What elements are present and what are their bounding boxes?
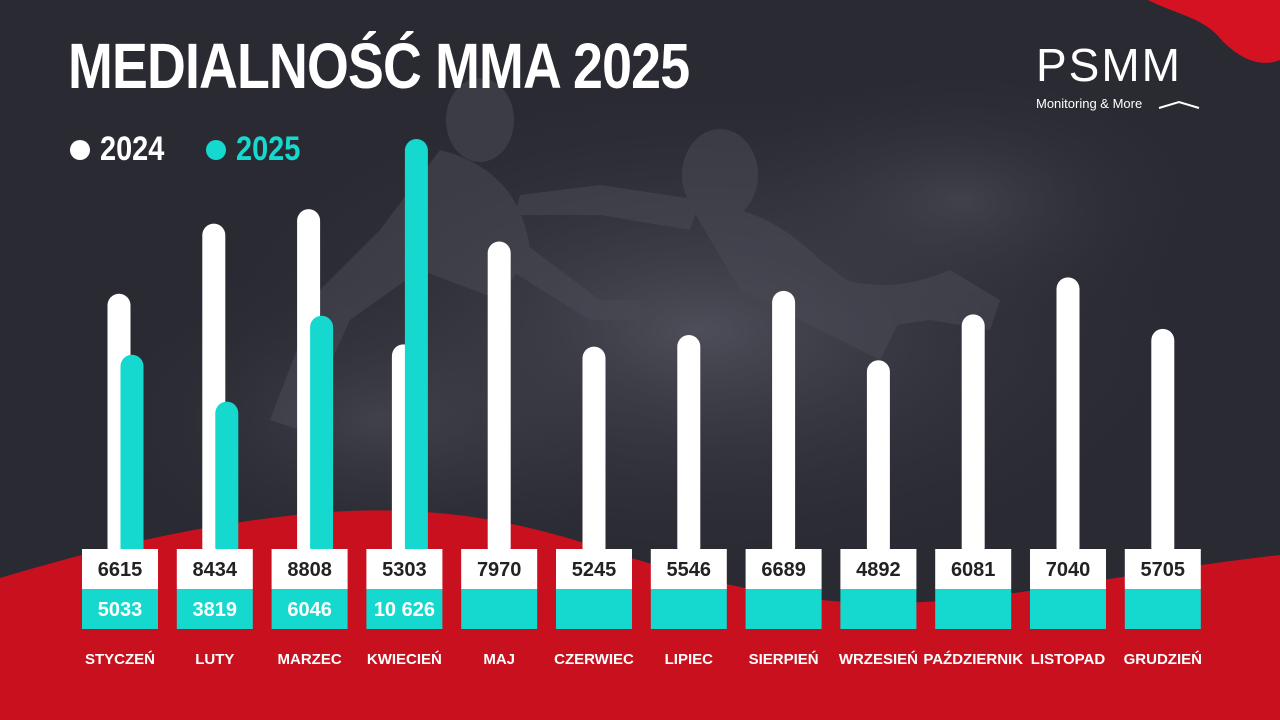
value-box-2025 <box>935 589 1012 629</box>
data-label-2024: 6689 <box>761 559 806 581</box>
legend-item-2024: 2024 <box>70 130 176 169</box>
data-label-2024: 8808 <box>287 559 332 581</box>
value-box-2024 <box>935 549 1012 589</box>
logo-wordmark: PSMM <box>1036 39 1182 91</box>
data-label-2025: 10 626 <box>374 599 435 621</box>
value-box-2024 <box>176 549 253 589</box>
bar-2025 <box>215 401 239 559</box>
bar-2025 <box>404 139 428 559</box>
bar-2025 <box>310 315 334 559</box>
bar-2024 <box>772 290 796 559</box>
logo-roof-icon <box>1158 100 1200 109</box>
x-tick-label: PAŹDZIERNIK <box>923 651 1023 668</box>
x-tick-label: LISTOPAD <box>1031 651 1106 668</box>
data-label-2024: 6615 <box>98 559 143 581</box>
legend-marker-2024 <box>70 139 90 160</box>
legend-marker-2025 <box>205 139 226 160</box>
data-label-2024: 8434 <box>193 559 238 581</box>
bar-2024 <box>582 346 606 559</box>
value-box-2025 <box>271 589 348 629</box>
logo-tagline: Monitoring & More <box>1036 96 1143 111</box>
value-box-2024 <box>461 549 538 589</box>
value-box-2024 <box>1124 549 1201 589</box>
bar-2024 <box>961 314 985 559</box>
x-tick-label: MARZEC <box>278 651 342 668</box>
value-box-2024 <box>745 549 822 589</box>
value-box-2024 <box>82 549 158 589</box>
x-tick-label: MAJ <box>483 651 515 668</box>
x-tick-label: WRZESIEŃ <box>839 651 918 668</box>
value-box-2025 <box>1124 589 1201 629</box>
value-box-2025 <box>650 589 727 629</box>
data-label-2025: 3819 <box>193 599 238 621</box>
data-label-2024: 5303 <box>382 559 427 581</box>
legend-item-2025: 2025 <box>205 130 312 169</box>
bar-2024 <box>487 241 511 559</box>
value-box-2025 <box>176 589 253 629</box>
data-label-2024: 5245 <box>572 559 617 581</box>
data-label-2024: 7970 <box>477 559 522 581</box>
x-tick-label: KWIECIEŃ <box>367 651 442 668</box>
red-wave-corner <box>1148 0 1280 63</box>
bar-2024 <box>866 360 890 559</box>
x-tick-label: CZERWIEC <box>554 651 634 668</box>
data-label-2024: 4892 <box>856 559 901 581</box>
value-box-2025 <box>82 589 158 629</box>
x-tick-label: GRUDZIEŃ <box>1124 651 1202 668</box>
chart-legend: 2024 2025 <box>70 130 341 169</box>
legend-label-2024: 2024 <box>100 130 165 168</box>
x-tick-label: LUTY <box>195 651 234 668</box>
psmm-logo: PSMM Monitoring & More <box>1036 42 1206 120</box>
data-label-2024: 5546 <box>667 559 712 581</box>
value-box-2024 <box>366 549 443 589</box>
value-box-2025 <box>461 589 538 629</box>
value-box-2024 <box>271 549 348 589</box>
value-box-2024 <box>840 549 917 589</box>
value-box-2025 <box>556 589 632 629</box>
value-box-2024 <box>556 549 632 589</box>
data-label-2024: 5705 <box>1141 559 1186 581</box>
value-box-2025 <box>745 589 822 629</box>
value-box-2025 <box>366 589 443 629</box>
data-label-2025: 5033 <box>98 599 143 621</box>
data-label-2024: 7040 <box>1046 559 1091 581</box>
bar-2025 <box>120 354 144 559</box>
value-box-2024 <box>1030 549 1106 589</box>
value-box-2024 <box>650 549 727 589</box>
x-tick-label: SIERPIEŃ <box>749 651 819 668</box>
value-box-2025 <box>840 589 917 629</box>
data-label-2025: 6046 <box>287 599 332 621</box>
value-box-2025 <box>1030 589 1106 629</box>
bar-2024 <box>1056 277 1080 559</box>
bar-2024 <box>1151 328 1175 559</box>
data-label-2024: 6081 <box>951 559 996 581</box>
x-tick-label: STYCZEŃ <box>85 651 155 668</box>
chart-title: MEDIALNOŚĆ MMA 2025 <box>68 30 690 102</box>
bar-2024 <box>677 335 701 559</box>
x-tick-label: LIPIEC <box>665 651 714 668</box>
legend-label-2025: 2025 <box>235 130 300 168</box>
